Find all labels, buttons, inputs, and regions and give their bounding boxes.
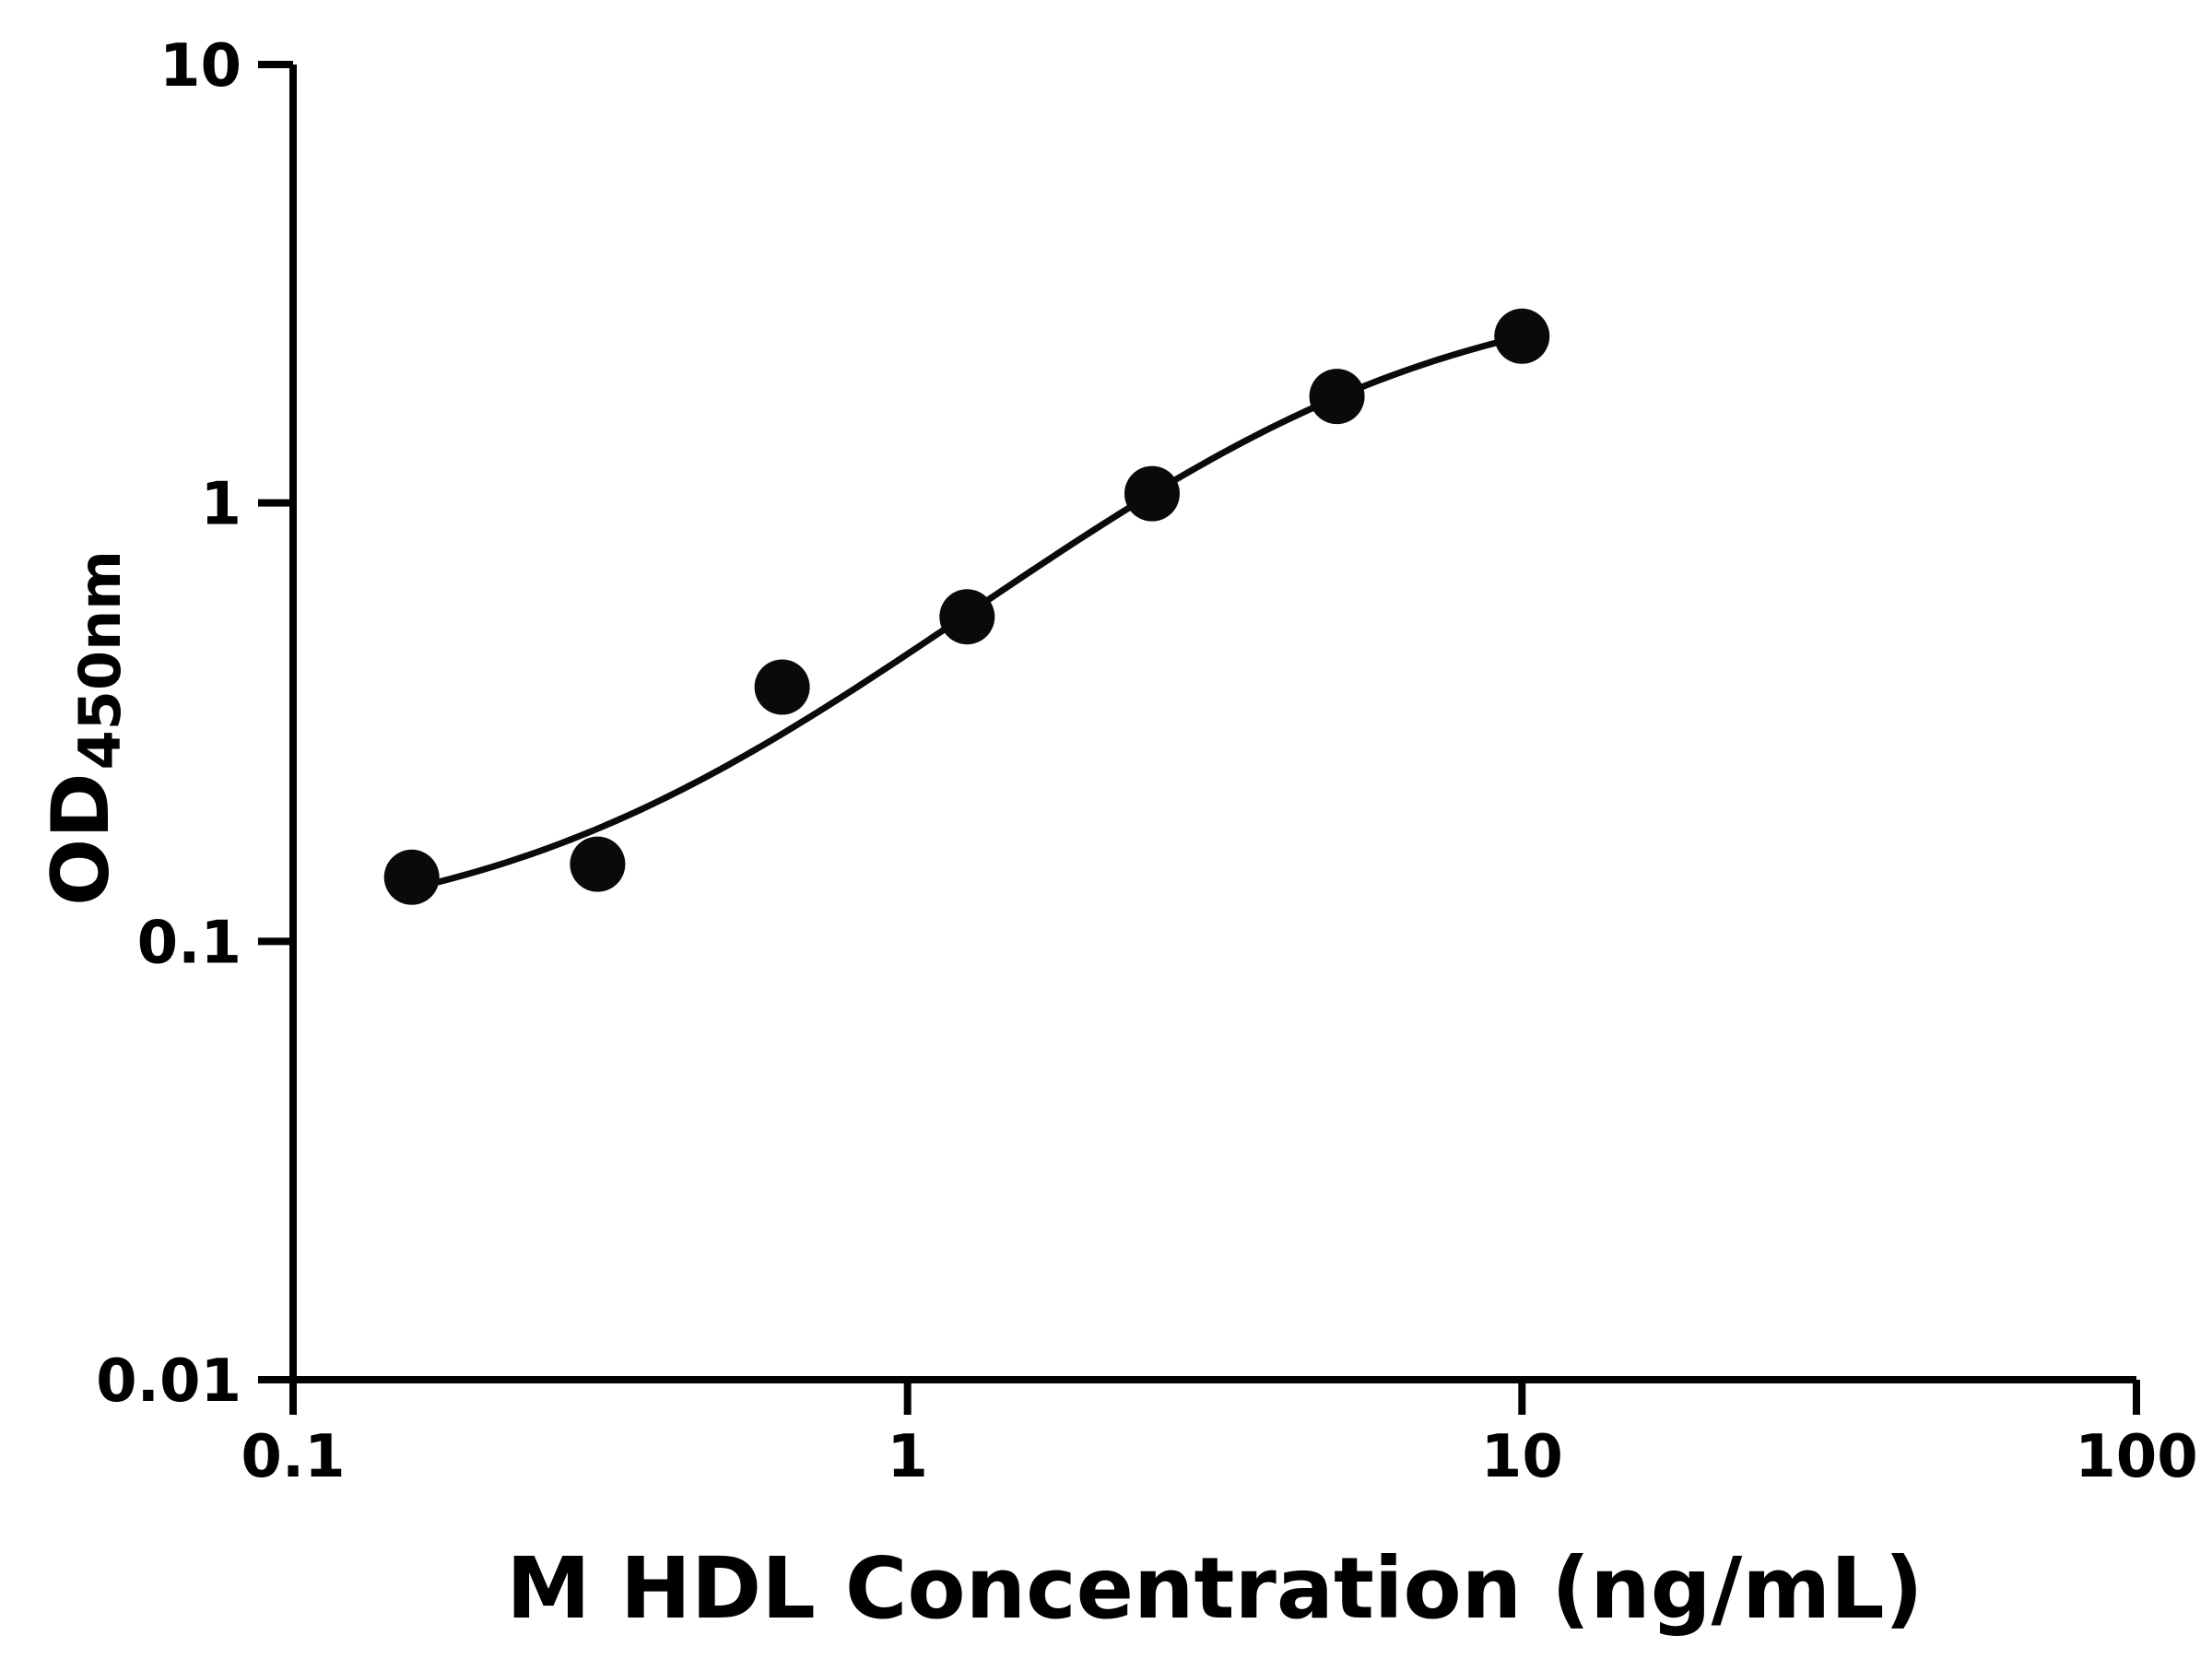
data-point — [1309, 369, 1365, 425]
y-tick-label: 10 — [159, 32, 241, 100]
y-axis-label: OD450nm — [35, 550, 134, 906]
x-tick-label: 0.1 — [241, 1423, 345, 1491]
x-axis-label: M HDL Concentration (ng/mL) — [506, 1539, 1924, 1638]
y-axis-label-main: OD — [35, 772, 127, 906]
data-point — [570, 836, 626, 892]
x-tick-label: 1 — [887, 1423, 928, 1491]
data-point — [754, 659, 810, 715]
y-tick-label: 0.1 — [137, 909, 241, 977]
data-point — [939, 589, 995, 645]
data-point — [383, 849, 440, 905]
axis-frame — [289, 65, 2136, 1383]
data-point — [1494, 308, 1550, 364]
y-tick-label: 1 — [200, 471, 241, 539]
x-tick-label: 10 — [1481, 1423, 1563, 1491]
y-tick-label: 0.01 — [96, 1347, 241, 1416]
x-tick-label: 100 — [2075, 1423, 2198, 1491]
data-point — [1124, 465, 1180, 522]
y-axis-label-subscript: 450nm — [66, 550, 134, 771]
